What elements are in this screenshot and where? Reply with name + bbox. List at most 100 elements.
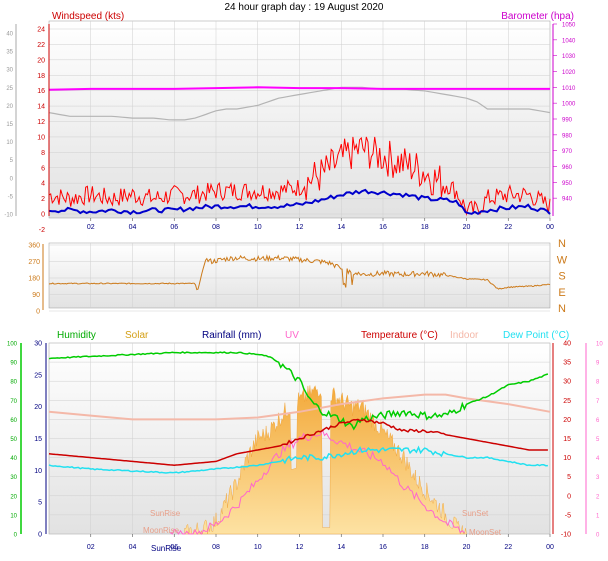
wind-tick-label: 6 [41, 165, 45, 172]
wind-line [48, 136, 551, 216]
x-tick-label: 08 [212, 544, 220, 551]
rain-tick-label: 20 [34, 404, 42, 411]
wind-baro-panel: 242220181614121086420-24035302520151050-… [4, 11, 576, 234]
uv-tick-label: 9 [596, 361, 600, 367]
compass-label: N [558, 238, 566, 250]
temperature-tick-label: 10 [563, 455, 571, 462]
humidity-tick-label: 30 [10, 475, 17, 481]
direction-tick-label: 360 [28, 243, 40, 250]
legend-item: Temperature (°C) [361, 330, 438, 341]
rain-tick-label: 10 [34, 468, 42, 475]
wind-tick-label: 14 [37, 104, 45, 111]
humidity-line [48, 351, 549, 431]
gust-tick-label: 30 [6, 68, 13, 74]
wind-tick-label: 16 [37, 88, 45, 95]
direction-tick-label: 0 [36, 309, 40, 316]
temperature-line [48, 418, 548, 466]
compass-label: S [558, 271, 565, 283]
gust-tick-label: 15 [6, 122, 13, 128]
baro-tick-label: 1000 [562, 102, 576, 108]
x-tick-label: 14 [337, 544, 345, 551]
barometer-line [48, 86, 550, 91]
moonset-label: MoonSet [469, 528, 502, 537]
uv-tick-label: 3 [596, 475, 600, 481]
x-tick-label: 06 [170, 224, 178, 231]
uv-tick-label: 2 [596, 494, 600, 500]
x-tick-label: 20 [463, 544, 471, 551]
barometer-axis-title: Barometer (hpa) [501, 11, 574, 22]
uv-tick-label: 5 [596, 437, 600, 443]
time-axes: 02 04 06 08 10 12 14 16 18 20 22 00 02 04 06 08 10 12 14 16… [87, 218, 554, 551]
gust-tick-label: 0 [10, 176, 14, 182]
humidity-tick-label: 40 [10, 456, 17, 462]
baro-tick-label: 950 [562, 181, 573, 187]
wind-tick-label: 24 [37, 27, 45, 34]
dewpoint-line [48, 445, 548, 474]
indoor-line [48, 393, 551, 421]
legend-item: Humidity [57, 330, 96, 341]
temperature-tick-label: 20 [563, 417, 571, 424]
legend-item: Rainfall (mm) [202, 330, 261, 341]
gust-line [48, 86, 551, 121]
gust-tick-label: 40 [6, 32, 13, 38]
x-tick-label: 04 [129, 544, 137, 551]
compass-label: N [558, 303, 566, 315]
uv-tick-label: 6 [596, 418, 600, 424]
x-tick-label: 16 [379, 224, 387, 231]
humidity-tick-label: 60 [10, 418, 17, 424]
wind-tick-label: -2 [39, 227, 45, 234]
temperature-tick-label: -5 [565, 512, 571, 519]
sunset-label: SunSet [462, 509, 489, 518]
humidity-tick-label: 0 [14, 533, 18, 539]
gust-tick-label: 25 [6, 86, 13, 92]
baro-tick-label: 940 [562, 197, 573, 203]
x-tick-label: 06 [170, 544, 178, 551]
legend-item: Indoor [450, 330, 479, 341]
direction-tick-label: 180 [28, 276, 40, 283]
gust-tick-label: 35 [6, 50, 13, 56]
rain-tick-label: 15 [34, 436, 42, 443]
uv-tick-label: 4 [596, 456, 600, 462]
uv-tick-label: 0 [596, 533, 600, 539]
x-tick-label: 02 [87, 224, 95, 231]
x-tick-label: 10 [254, 544, 262, 551]
x-tick-label: 00 [546, 544, 554, 551]
baro-tick-label: 1030 [562, 54, 576, 60]
windspeed-axis-title: Windspeed (kts) [52, 11, 124, 22]
humidity-tick-label: 100 [7, 342, 18, 348]
temperature-tick-label: 40 [563, 341, 571, 348]
legend-item: Solar [125, 330, 149, 341]
x-tick-label: 18 [421, 224, 429, 231]
solar-area [184, 385, 467, 535]
wind-tick-label: 20 [37, 57, 45, 64]
compass-label: W [557, 254, 568, 266]
wind-tick-label: 18 [37, 73, 45, 80]
x-tick-label: 22 [504, 544, 512, 551]
baro-tick-label: 990 [562, 118, 573, 124]
x-tick-label: 18 [421, 544, 429, 551]
baro-tick-label: 960 [562, 165, 573, 171]
x-tick-label: 12 [296, 224, 304, 231]
temperature-tick-label: 30 [563, 379, 571, 386]
humidity-tick-label: 50 [10, 437, 17, 443]
temperature-tick-label: -10 [561, 532, 571, 539]
wind-tick-label: 4 [41, 181, 45, 188]
humidity-tick-label: 70 [10, 399, 17, 405]
x-tick-label: 20 [463, 224, 471, 231]
wind-tick-label: 10 [37, 134, 45, 141]
humidity-tick-label: 20 [10, 494, 17, 500]
x-tick-label: 10 [254, 224, 262, 231]
wind-tick-label: 12 [37, 119, 45, 126]
legend-item: UV [285, 330, 299, 341]
temperature-tick-label: 5 [567, 474, 571, 481]
x-tick-label: 16 [379, 544, 387, 551]
rain-tick-label: 25 [34, 372, 42, 379]
x-tick-label: 14 [337, 224, 345, 231]
gust-tick-label: 10 [6, 140, 13, 146]
temperature-tick-label: 15 [563, 436, 571, 443]
compass-label: E [558, 287, 565, 299]
x-tick-label: 12 [296, 544, 304, 551]
humidity-tick-label: 80 [10, 380, 17, 386]
